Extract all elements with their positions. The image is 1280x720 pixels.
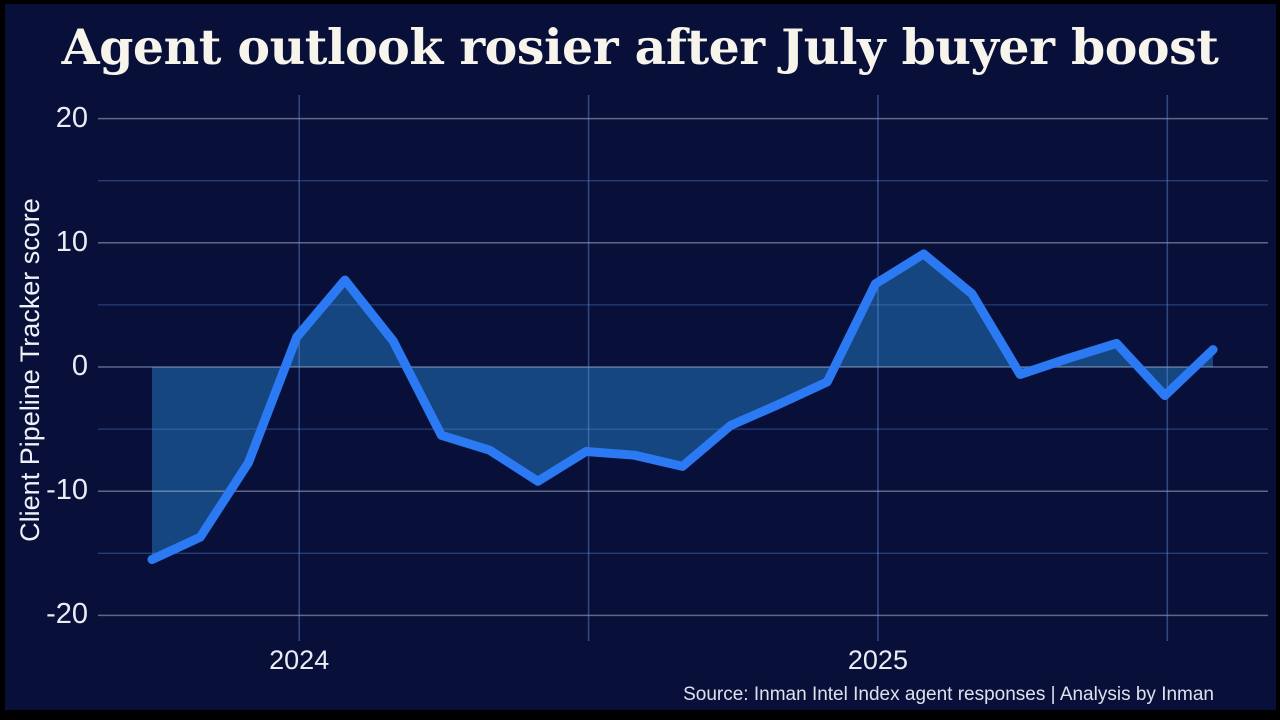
y-tick-label: -20 — [46, 598, 88, 631]
area-fill — [152, 253, 1214, 560]
source-attribution: Source: Inman Intel Index agent response… — [683, 684, 1214, 705]
chart-title: Agent outlook rosier after July buyer bo… — [61, 18, 1219, 76]
x-tick-label: 2025 — [847, 645, 908, 675]
y-tick-label: 10 — [55, 225, 88, 258]
y-tick-label: 20 — [55, 101, 88, 134]
x-tick-label: 2024 — [269, 645, 330, 675]
y-tick-label: 0 — [71, 350, 88, 382]
y-tick-label: -10 — [46, 474, 88, 507]
data-line — [147, 249, 1218, 565]
